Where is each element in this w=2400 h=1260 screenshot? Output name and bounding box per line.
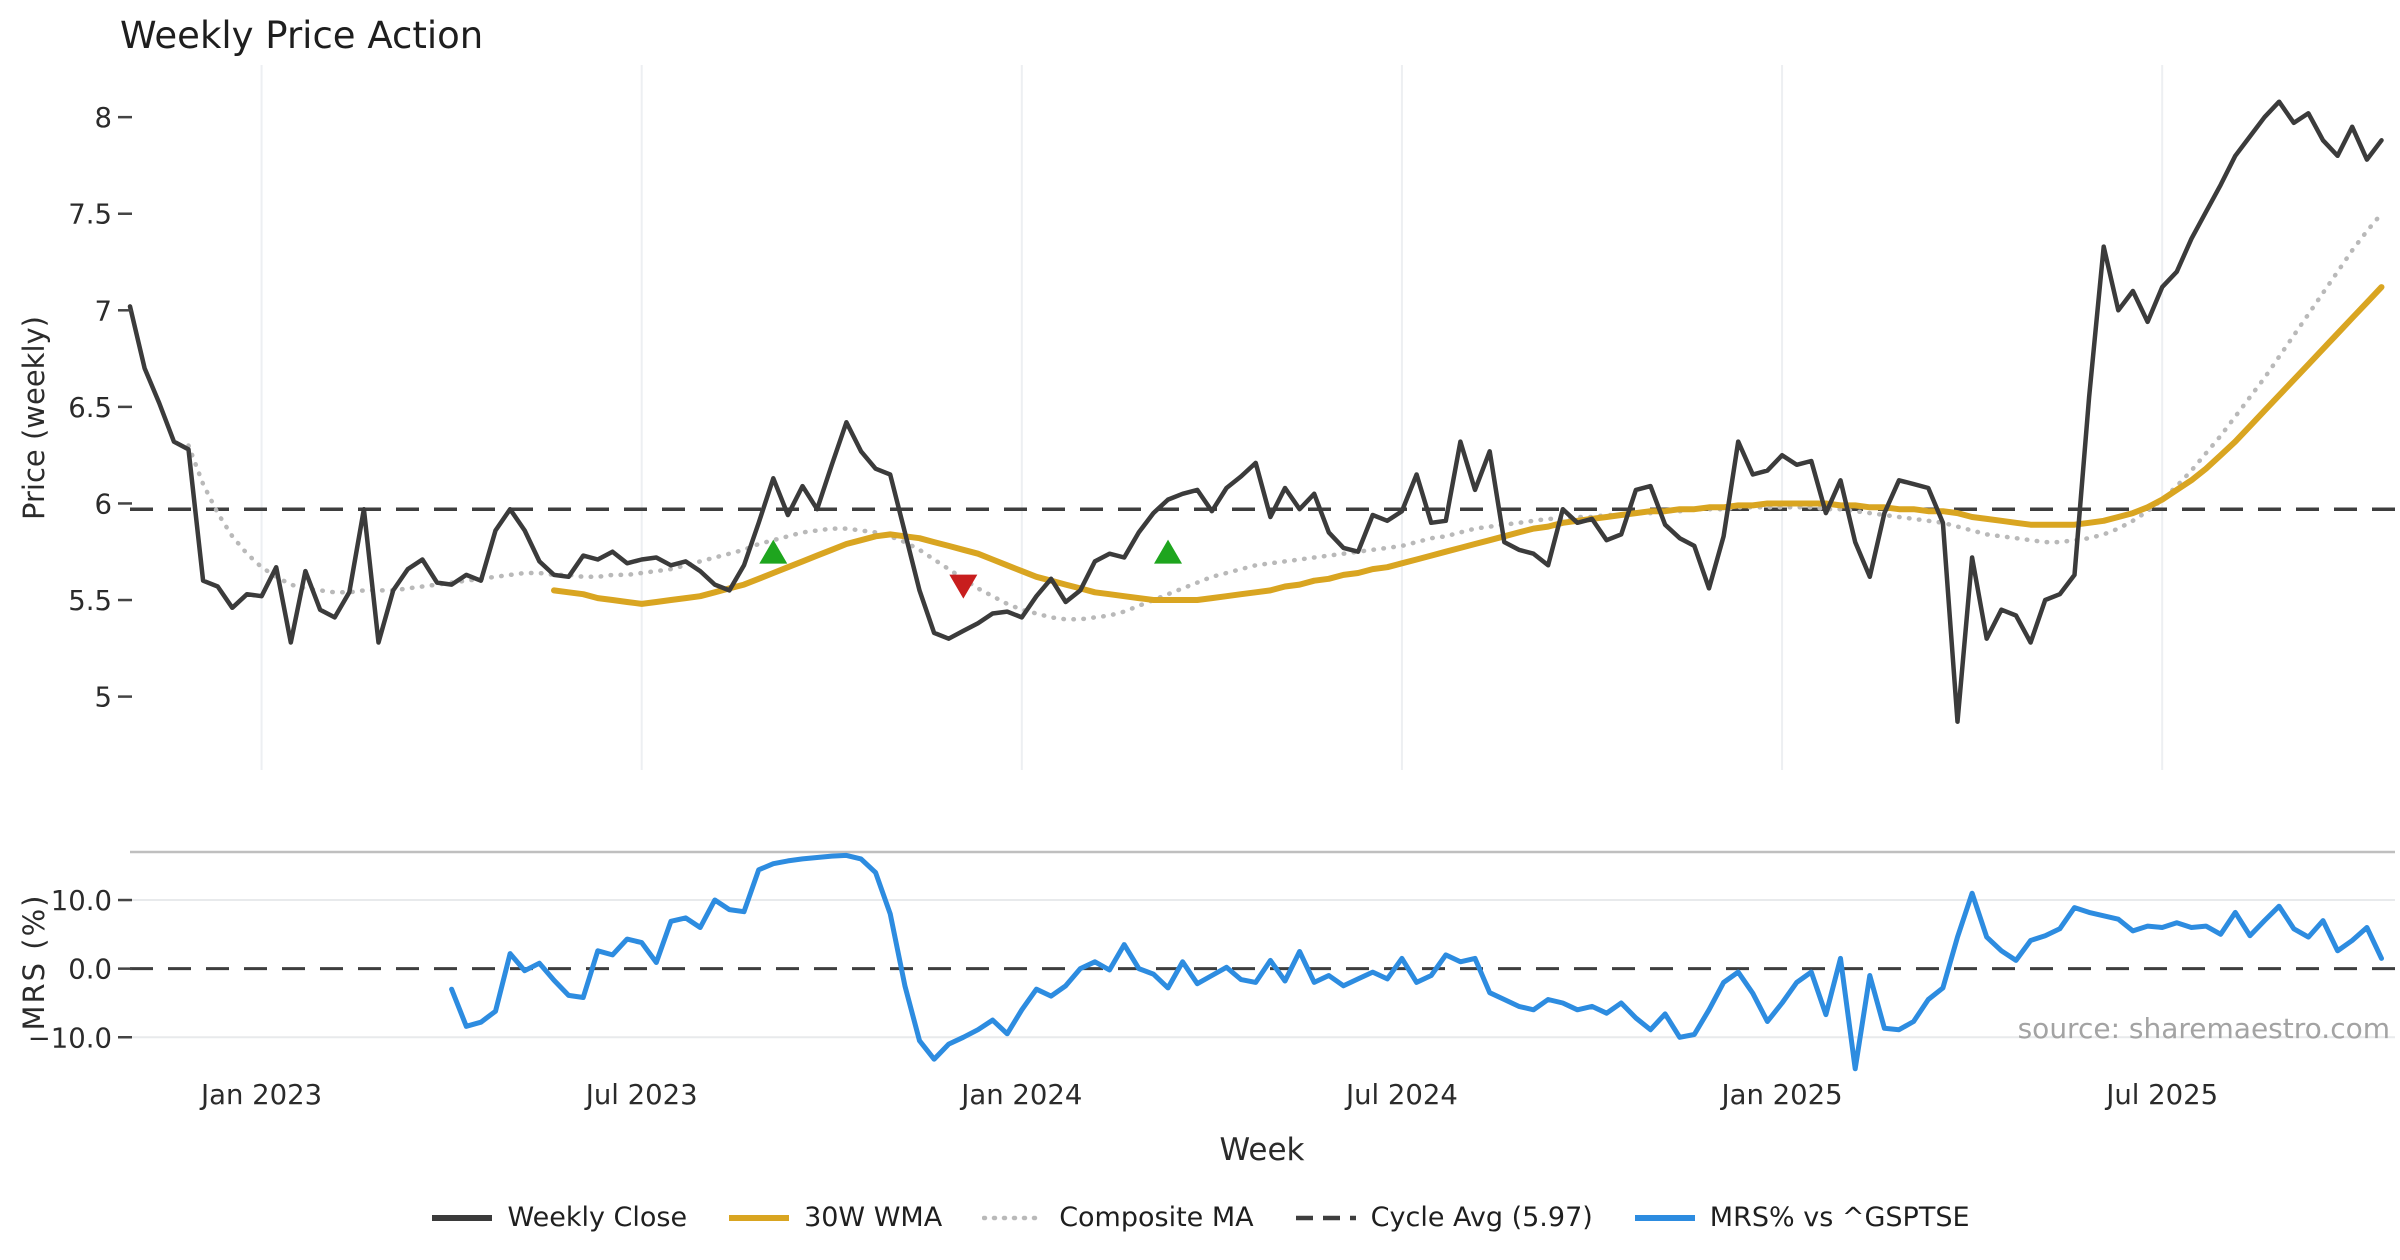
legend-label: Composite MA	[1059, 1202, 1254, 1233]
mrs-axis-label: MRS (%)	[17, 893, 51, 1031]
legend-label: Cycle Avg (5.97)	[1370, 1202, 1593, 1233]
x-tick-label: Jul 2023	[584, 1079, 698, 1111]
price-ytick-label: 5	[95, 682, 113, 714]
signal-marker-up-icon	[1154, 539, 1183, 564]
price-ytick-label: 5.5	[68, 585, 112, 617]
mrs-ytick-label: 10.0	[51, 885, 112, 917]
legend-swatch-solid-icon	[729, 1214, 790, 1221]
price-ytick-label: 6	[95, 488, 113, 520]
x-tick-label: Jul 2024	[1344, 1079, 1458, 1111]
legend-swatch-dashed-icon	[1295, 1215, 1356, 1220]
legend-label: MRS% vs ^GSPTSE	[1709, 1202, 1970, 1233]
x-tick-label: Jan 2024	[959, 1079, 1082, 1111]
x-tick-label: Jan 2023	[199, 1079, 322, 1111]
price-axis-label: Price (weekly)	[17, 315, 51, 521]
legend-item: Weekly Close	[430, 1202, 687, 1233]
legend-label: Weekly Close	[507, 1202, 688, 1233]
x-tick-label: Jul 2025	[2104, 1079, 2218, 1111]
price-ytick-label: 7	[95, 295, 113, 327]
legend-item: MRS% vs ^GSPTSE	[1633, 1202, 1970, 1233]
legend-item: 30W WMA	[727, 1202, 942, 1233]
legend-item: Cycle Avg (5.97)	[1294, 1202, 1593, 1233]
signal-marker-up-icon	[759, 539, 788, 564]
signal-marker-down-icon	[949, 574, 978, 599]
series-30w-wma	[551, 284, 2385, 607]
legend-swatch-solid-icon	[1634, 1214, 1695, 1221]
legend-swatch-solid-icon	[432, 1214, 493, 1221]
legend-swatch-dotted-icon	[982, 1215, 1047, 1220]
mrs-ytick-label: −10.0	[28, 1022, 112, 1054]
price-ytick-label: 8	[95, 102, 113, 134]
series-weekly-close	[127, 99, 2384, 724]
mrs-ytick-label: 0.0	[68, 954, 112, 986]
x-tick-label: Jan 2025	[1719, 1079, 1842, 1111]
chart-title: Weekly Price Action	[120, 14, 484, 57]
legend-item: Composite MA	[982, 1202, 1254, 1233]
legend-label: 30W WMA	[804, 1202, 943, 1233]
price-ytick-label: 6.5	[68, 392, 112, 424]
series-composite-ma	[186, 211, 2384, 622]
source-watermark: source: sharemaestro.com	[2017, 1012, 2390, 1045]
series-mrs-vs-gsptse	[449, 852, 2384, 1072]
price-ytick-label: 7.5	[68, 199, 112, 231]
chart-legend: Weekly Close 30W WMA Composite MA Cycle Avg…	[0, 1202, 2400, 1233]
x-axis-label: Week	[1219, 1132, 1305, 1168]
